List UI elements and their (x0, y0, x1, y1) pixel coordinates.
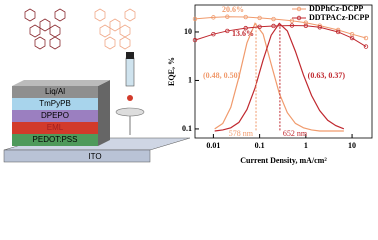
layer (12, 98, 98, 110)
cie-label: (0.48, 0.50) (203, 71, 241, 80)
eqe-point (225, 28, 230, 34)
eqe-point (192, 37, 198, 43)
layer-label: DPEPO (41, 111, 69, 120)
y-axis-label: EQE, % (167, 57, 176, 86)
eqe-point (303, 23, 309, 29)
eqe-point (257, 24, 262, 29)
eqe-point (225, 14, 230, 19)
eqe-point (289, 23, 295, 28)
spectrum-line (214, 22, 344, 132)
eqe-point (335, 29, 341, 35)
layer (12, 122, 98, 134)
eqe-plot: 0.01 0.1 1 10 0.1 1 10 Current Density, mA/cm² E… (167, 4, 373, 165)
cie-label: (0.63, 0.37) (308, 71, 346, 80)
spectrum-line (214, 22, 345, 132)
eqe-point (349, 35, 355, 41)
stack-top (12, 80, 110, 86)
eqe-line (194, 16, 367, 39)
stack-side (98, 80, 110, 146)
ito-layer (3, 149, 151, 163)
eqe-point (211, 15, 216, 20)
drop (127, 95, 133, 101)
layer (12, 86, 98, 98)
legend-marker (296, 15, 302, 21)
eqe-point (363, 35, 369, 41)
eqe-point (317, 25, 322, 30)
layer (12, 134, 98, 146)
eqe-point (303, 20, 309, 25)
legend-marker (296, 6, 302, 12)
layer-label: EML (47, 123, 64, 132)
eqe-point (211, 31, 216, 37)
spin-dish (115, 107, 145, 117)
layer (12, 110, 98, 122)
peak-label: 652 nm (283, 129, 308, 138)
eqe-point (243, 14, 248, 20)
y-tick-label: 1 (188, 75, 192, 84)
annotation: 20.6% (222, 5, 244, 14)
x-axis-label: Current Density, mA/cm² (240, 156, 327, 165)
layer-label: TmPyPB (39, 99, 71, 108)
x-tick-label: 0.1 (255, 141, 265, 150)
eqe-point (257, 15, 262, 21)
layer-label: Liq/Al (45, 87, 65, 96)
x-tick-label: 10 (348, 141, 356, 150)
layer-label: ITO (88, 152, 101, 161)
plot-frame (194, 4, 373, 139)
eqe-point (243, 25, 248, 31)
y-tick-label: 10 (184, 27, 192, 36)
figure: Liq/Al TmPyPB DPEPO EML PEDOT:PSS ITO 0.… (3, 4, 373, 165)
dropper (125, 57, 135, 87)
eqe-point (192, 16, 198, 22)
annotation: 13.6% (232, 29, 254, 38)
peak-label: 578 nm (229, 129, 254, 138)
legend-label: DDPhCz-DCPP (309, 4, 363, 13)
eqe-point (289, 18, 295, 23)
x-tick-label: 0.01 (206, 141, 220, 150)
eqe-point (271, 23, 276, 29)
eqe-point (271, 16, 276, 22)
legend-label: DDTPACz-DCPP (309, 13, 369, 22)
eqe-point (363, 44, 369, 49)
layer-label: PEDOT:PSS (33, 135, 78, 144)
eqe-line (194, 24, 367, 47)
device-stack: Liq/Al TmPyPB DPEPO EML PEDOT:PSS ITO (3, 52, 191, 163)
molecules (24, 8, 136, 50)
x-tick-label: 1 (304, 141, 308, 150)
y-tick-label: 0.1 (182, 124, 192, 133)
dropper-bulb (126, 52, 134, 59)
